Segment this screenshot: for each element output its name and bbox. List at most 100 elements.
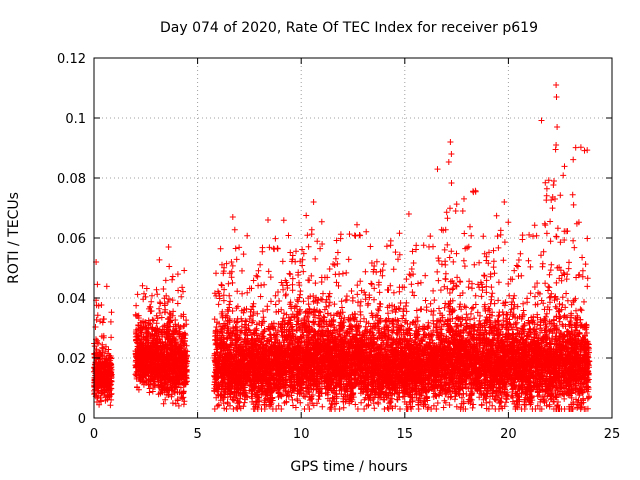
data-point: [280, 217, 287, 224]
data-point: [265, 268, 272, 275]
data-point: [96, 354, 103, 360]
data-point: [215, 301, 222, 308]
data-point: [133, 302, 140, 309]
data-point: [94, 339, 100, 346]
data-point: [169, 276, 176, 283]
data-point: [240, 251, 247, 258]
data-point: [304, 232, 311, 239]
data-point: [260, 308, 266, 315]
data-point: [279, 258, 286, 265]
data-point: [229, 308, 236, 314]
data-point: [317, 296, 324, 302]
data-point: [174, 300, 181, 307]
data-point: [260, 314, 267, 321]
data-point: [95, 302, 102, 309]
data-point: [180, 288, 186, 295]
chart-title: Day 074 of 2020, Rate Of TEC Index for r…: [160, 20, 538, 36]
data-point: [318, 279, 325, 285]
data-point: [319, 403, 326, 410]
data-point: [230, 406, 237, 412]
data-point: [175, 287, 182, 294]
data-point: [229, 262, 236, 269]
data-point: [349, 294, 356, 301]
data-point: [94, 312, 101, 319]
data-point: [107, 377, 114, 384]
data-point: [213, 270, 219, 277]
data-point: [99, 319, 106, 326]
data-point: [357, 278, 364, 285]
data-point: [272, 235, 279, 242]
data-point: [100, 345, 107, 352]
data-point: [96, 376, 103, 383]
data-point: [229, 279, 236, 286]
data-point: [239, 267, 245, 274]
data-point: [358, 399, 365, 406]
data-point: [217, 245, 224, 252]
data-point: [97, 318, 104, 325]
data-point: [326, 266, 333, 272]
data-point: [231, 226, 238, 233]
data-point: [236, 244, 243, 251]
data-point: [102, 361, 109, 368]
data-point: [235, 398, 242, 405]
data-point: [232, 245, 239, 252]
data-point: [103, 283, 110, 290]
data-point: [233, 256, 240, 263]
data-point: [346, 231, 353, 238]
data-point: [107, 402, 114, 409]
data-point: [241, 399, 248, 406]
data-point: [270, 245, 277, 252]
data-point: [97, 372, 104, 379]
data-point: [213, 324, 220, 330]
data-point: [156, 256, 163, 263]
data-point: [301, 406, 308, 412]
data-point: [93, 316, 100, 323]
data-point: [92, 324, 99, 330]
data-point: [101, 386, 108, 393]
data-point: [348, 288, 355, 294]
data-point: [100, 316, 107, 322]
data-point: [332, 255, 339, 262]
data-point: [227, 298, 234, 305]
data-point: [312, 280, 319, 287]
data-point: [181, 267, 188, 274]
data-point: [257, 261, 264, 268]
data-point: [139, 282, 146, 289]
data-point: [146, 385, 153, 392]
data-point: [289, 396, 296, 403]
data-point: [267, 274, 274, 281]
data-point: [295, 298, 302, 305]
data-point: [283, 291, 289, 298]
data-point: [160, 400, 167, 407]
data-point: [98, 333, 105, 340]
data-point: [258, 282, 265, 289]
data-point: [178, 293, 185, 300]
data-point: [160, 286, 167, 292]
data-point: [102, 397, 109, 404]
data-point: [107, 354, 114, 361]
data-point: [108, 366, 115, 373]
data-point: [166, 263, 173, 270]
data-point: [153, 286, 160, 293]
data-point: [107, 370, 114, 377]
data-point: [259, 248, 266, 255]
data-point: [252, 326, 258, 333]
data-point: [354, 221, 360, 228]
data-point: [97, 379, 104, 386]
data-point: [257, 293, 264, 300]
data-point: [264, 303, 271, 310]
data-point: [153, 320, 160, 327]
data-point: [143, 285, 150, 292]
data-point: [218, 281, 225, 288]
data-point: [100, 375, 107, 382]
data-point: [162, 277, 169, 284]
data-point: [179, 284, 186, 291]
data-point: [98, 398, 105, 405]
data-point: [103, 370, 110, 376]
data-point: [276, 298, 283, 304]
data-point: [354, 291, 361, 298]
data-point: [321, 306, 328, 313]
data-point: [250, 277, 257, 284]
data-point: [154, 291, 161, 298]
